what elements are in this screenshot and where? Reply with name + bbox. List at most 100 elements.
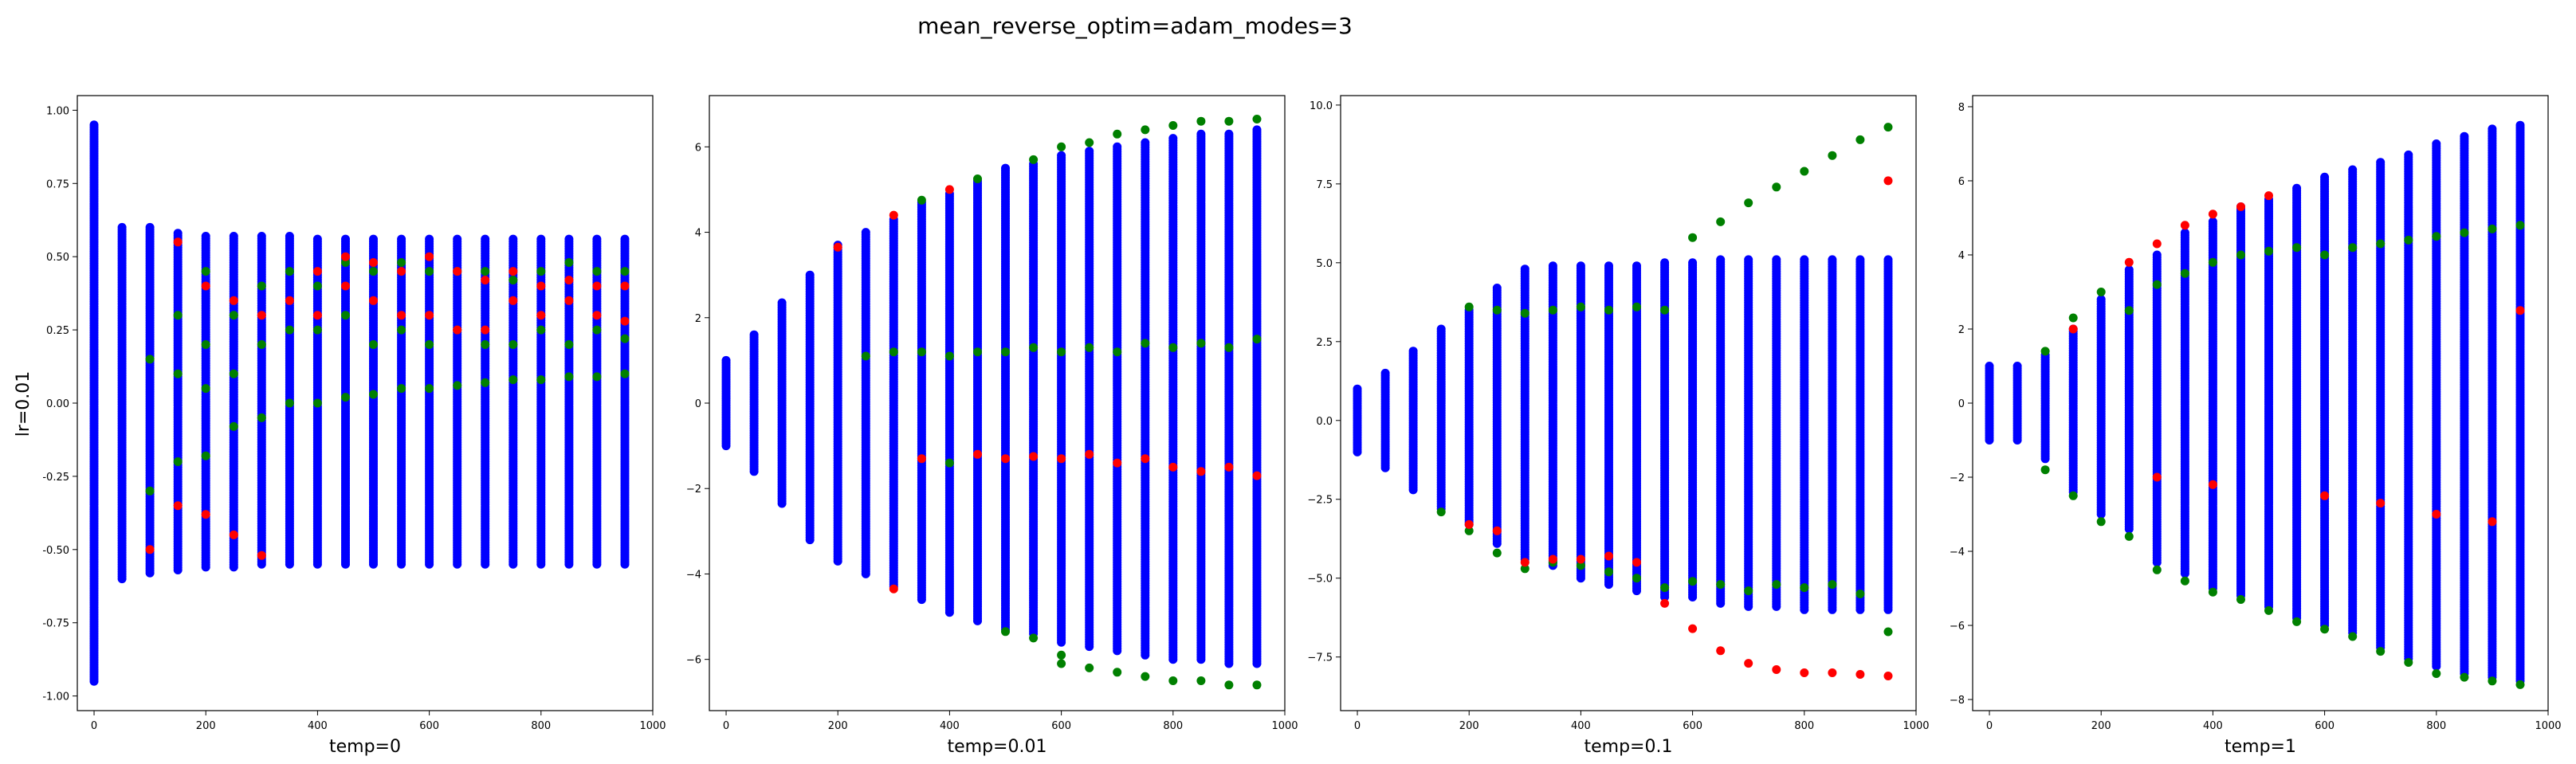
scatter-point-red	[1001, 454, 1010, 464]
scatter-point-red	[257, 550, 266, 560]
scatter-point-red	[889, 584, 898, 594]
scatter-point-blue	[397, 559, 406, 569]
y-tick-label: 0.50	[46, 252, 69, 264]
scatter-point-blue	[453, 559, 462, 569]
scatter-point-green	[944, 458, 954, 468]
scatter-point-green	[341, 393, 350, 402]
scatter-point-green	[1057, 347, 1066, 357]
scatter-point-green	[285, 267, 294, 276]
x-tick-label: 200	[196, 720, 216, 732]
scatter-point-green	[201, 340, 210, 349]
scatter-point-red	[509, 296, 518, 305]
scatter-points	[721, 115, 1262, 690]
scatter-point-red	[425, 311, 434, 320]
scatter-point-red	[536, 311, 546, 320]
scatter-point-green	[1029, 343, 1039, 352]
scatter-point-red	[312, 311, 322, 320]
y-tick-label: 0.25	[46, 325, 69, 337]
scatter-point-green	[312, 398, 322, 408]
scatter-point-red	[917, 454, 926, 464]
scatter-point-red	[944, 185, 954, 194]
scatter-point-green	[509, 375, 518, 385]
scatter-points	[89, 120, 630, 686]
scatter-point-green	[592, 325, 602, 335]
scatter-point-blue	[341, 559, 350, 569]
subplot-1: 0 200 400 600 800 1000-1.00-0.75-0.50-0.250.0…	[42, 95, 666, 757]
scatter-point-green	[564, 258, 574, 267]
scatter-point-green	[312, 281, 322, 291]
scatter-point-blue	[721, 441, 731, 451]
x-tick-label: 800	[531, 720, 551, 732]
scatter-point-blue	[509, 559, 518, 569]
scatter-point-green	[1057, 650, 1066, 660]
scatter-point-green	[509, 276, 518, 285]
scatter-point-green	[481, 340, 490, 349]
scatter-point-green	[536, 325, 546, 335]
scatter-point-blue	[145, 568, 155, 578]
scatter-point-green	[201, 384, 210, 394]
scatter-point-green	[620, 369, 630, 378]
scatter-point-green	[536, 375, 546, 385]
scatter-point-green	[973, 347, 982, 357]
scatter-point-red	[201, 281, 210, 291]
scatter-point-green	[592, 372, 602, 382]
scatter-point-green	[453, 381, 462, 390]
scatter-point-blue	[481, 559, 490, 569]
y-tick-label: 0.00	[46, 398, 69, 410]
y-tick-label: 0.75	[46, 178, 69, 190]
scatter-point-blue	[201, 562, 210, 572]
scatter-point-green	[481, 267, 490, 276]
scatter-point-red	[312, 267, 322, 276]
scatter-point-blue	[973, 616, 982, 625]
scatter-point-green	[341, 311, 350, 320]
scatter-point-red	[397, 311, 406, 320]
scatter-point-red	[285, 296, 294, 305]
scatter-point-red	[536, 281, 546, 291]
y-tick-label: -0.75	[42, 618, 69, 630]
scatter-point-blue	[536, 559, 546, 569]
scatter-point-green	[397, 258, 406, 267]
scatter-point-green	[564, 372, 574, 382]
scatter-point-blue	[257, 559, 266, 569]
scatter-point-red	[173, 501, 183, 511]
x-axis-label: temp=0	[329, 737, 401, 757]
scatter-point-green	[425, 340, 434, 349]
x-tick-label: 600	[419, 720, 439, 732]
scatter-point-blue	[917, 595, 926, 605]
scatter-point-red	[173, 237, 183, 247]
scatter-point-red	[833, 242, 842, 252]
scatter-point-green	[369, 267, 378, 276]
x-tick-label: 0	[91, 720, 97, 732]
scatter-point-blue	[749, 467, 759, 476]
scatter-point-green	[564, 340, 574, 349]
scatter-point-red	[201, 510, 210, 519]
scatter-point-green	[145, 486, 155, 496]
scatter-point-blue	[833, 556, 842, 566]
scatter-point-red	[229, 530, 238, 539]
scatter-point-red	[229, 296, 238, 305]
scatter-point-green	[481, 378, 490, 387]
row-label: lr=0.01	[14, 371, 33, 437]
scatter-point-blue	[229, 562, 238, 572]
scatter-point-blue	[1057, 637, 1066, 647]
scatter-point-green	[173, 311, 183, 320]
scatter-point-green	[369, 390, 378, 399]
scatter-point-red	[425, 252, 434, 261]
scatter-point-blue	[777, 499, 787, 508]
scatter-point-green	[592, 267, 602, 276]
scatter-point-red	[341, 252, 350, 261]
scatter-point-green	[312, 325, 322, 335]
scatter-point-green	[257, 281, 266, 291]
scatter-point-green	[1029, 155, 1039, 164]
scatter-point-blue	[620, 559, 630, 569]
x-tick-label: 400	[308, 720, 328, 732]
scatter-point-green	[173, 369, 183, 378]
scatter-point-red	[620, 281, 630, 291]
scatter-point-green	[201, 451, 210, 460]
scatter-point-red	[592, 281, 602, 291]
y-tick-label: 1.00	[46, 105, 69, 117]
scatter-point-blue	[89, 676, 99, 686]
scatter-point-green	[1057, 659, 1066, 668]
